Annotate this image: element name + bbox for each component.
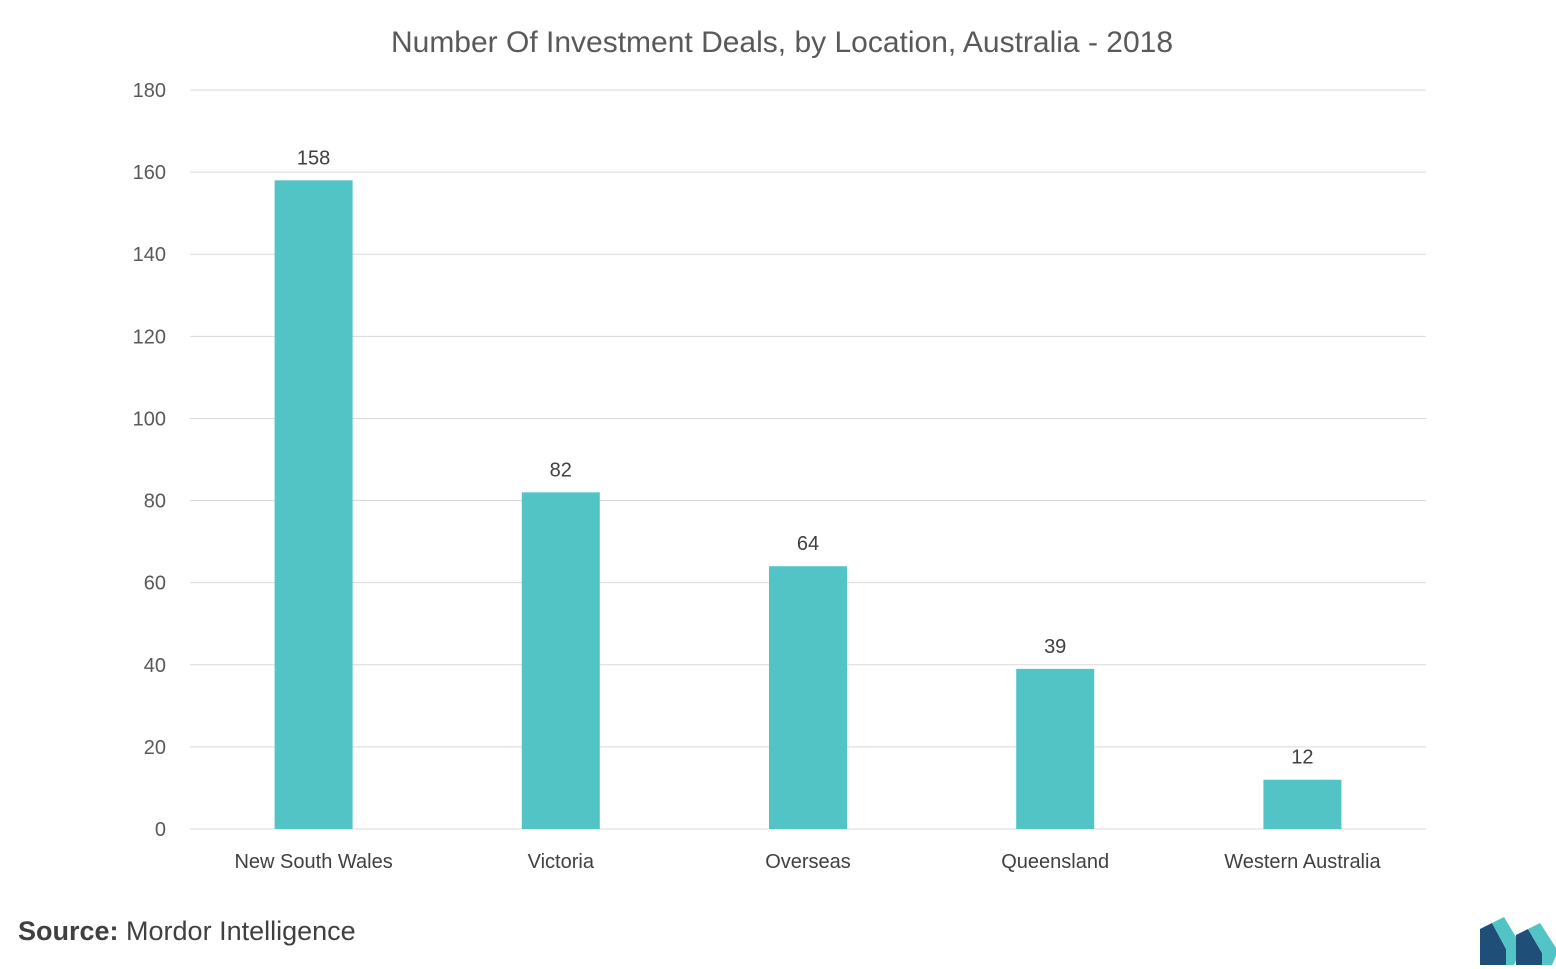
bar [1016,668,1095,829]
gridlines [190,89,1426,830]
data-label: 12 [1291,747,1313,769]
source-text: Mordor Intelligence [126,916,356,946]
y-tick-label: 40 [144,655,166,677]
category-label: Overseas [765,851,851,873]
category-label: New South Wales [234,851,392,873]
chart-title: Number Of Investment Deals, by Location,… [391,26,1173,59]
y-tick-label: 140 [133,244,166,266]
y-tick-label: 60 [144,573,166,595]
y-tick-label: 80 [144,491,166,513]
y-tick-label: 0 [155,819,166,841]
category-label: Victoria [528,851,595,873]
bar [769,566,847,829]
data-label: 158 [297,147,330,169]
data-labels: 158 82 64 39 12 [297,147,1314,768]
x-axis-category-labels: New South Wales Victoria Overseas Queenslan… [234,851,1381,873]
data-label: 39 [1044,636,1066,658]
data-label: 64 [797,533,819,555]
y-tick-label: 100 [133,408,166,430]
data-label: 82 [550,459,572,481]
y-tick-label: 20 [144,737,166,759]
bar [521,492,600,829]
y-axis-tick-labels: 0 20 40 60 80 100 120 140 160 180 [133,80,166,841]
source-label: Source: [18,916,119,946]
y-tick-label: 120 [133,326,166,348]
bar [1263,779,1342,829]
source-note: Source: Mordor Intelligence [18,916,356,947]
y-tick-label: 180 [133,80,166,102]
mordor-intelligence-logo-icon [1480,917,1556,965]
category-label: Western Australia [1224,851,1381,873]
bar [274,180,353,830]
category-label: Queensland [1001,851,1109,873]
y-tick-label: 160 [133,162,166,184]
bars [274,180,1342,830]
